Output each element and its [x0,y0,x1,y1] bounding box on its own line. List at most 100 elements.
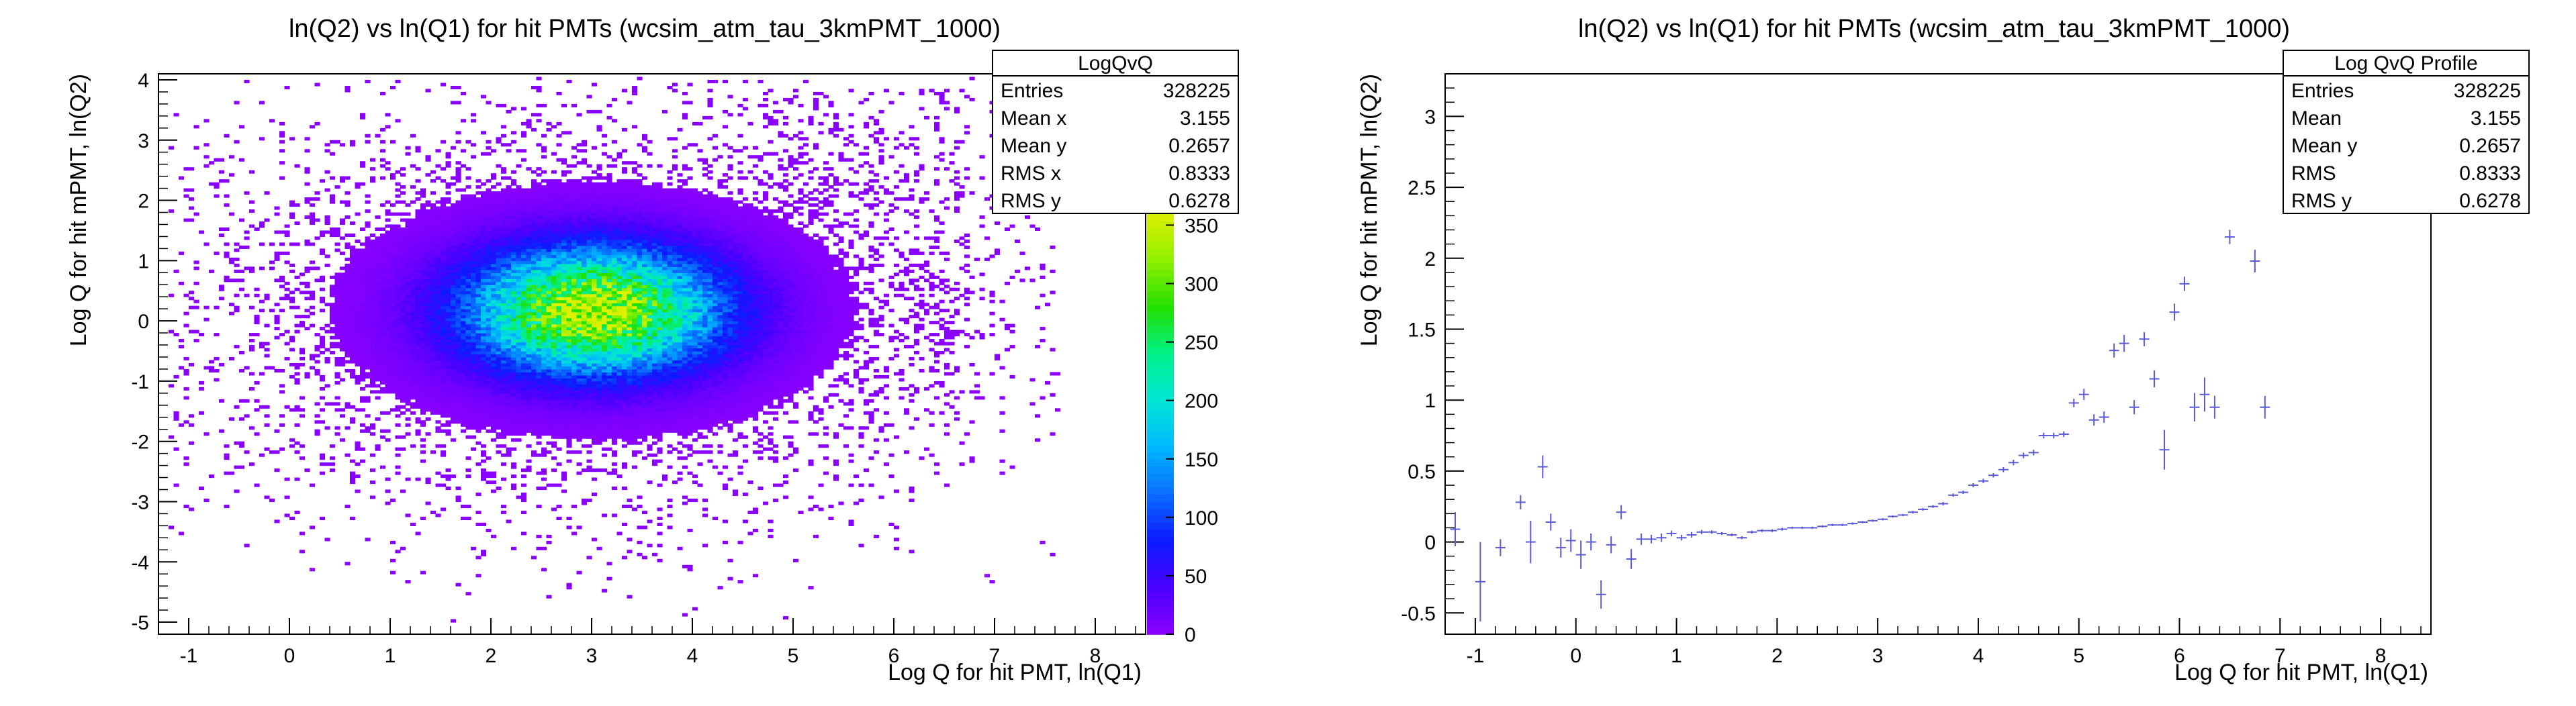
heatmap-cell [486,287,492,291]
heatmap-cell [425,432,431,436]
heatmap-cell [370,239,376,243]
heatmap-cell [571,266,578,270]
heatmap-cell [435,384,441,388]
heatmap-cell [441,315,447,319]
heatmap-cell [465,303,471,307]
heatmap-cell [435,354,441,358]
heatmap-cell [425,362,431,367]
heatmap-cell [536,85,542,90]
heatmap-cell [400,191,406,195]
heatmap-cell [481,95,487,99]
heatmap-cell [334,305,340,309]
heatmap-cell [214,158,220,162]
heatmap-cell [481,299,487,303]
heatmap-cell [420,203,426,207]
heatmap-cell [425,285,431,289]
heatmap-cell [501,429,507,433]
heatmap-cell [481,321,487,325]
heatmap-cell [340,378,346,382]
heatmap-cell [561,489,567,493]
heatmap-cell [405,275,411,279]
heatmap-cell [455,411,461,415]
heatmap-cell [400,212,406,216]
heatmap-cell [606,293,612,297]
heatmap-cell [506,197,512,201]
heatmap-cell [435,257,441,261]
heatmap-cell [259,372,265,376]
heatmap-cell [350,291,356,295]
heatmap-cell [592,381,598,385]
heatmap-cell [561,281,567,285]
heatmap-cell [471,227,477,232]
heatmap-cell [365,251,371,255]
heatmap-cell [596,399,602,403]
heatmap-cell [385,315,391,319]
heatmap-cell [461,263,467,267]
heatmap-cell [385,281,391,285]
heatmap-cell [425,227,431,232]
heatmap-cell [566,345,572,349]
heatmap-cell [334,242,340,246]
heatmap-cell [582,311,588,315]
heatmap-cell [582,360,588,364]
heatmap-cell [455,140,461,144]
heatmap-cell [511,257,517,261]
heatmap-cell [496,239,502,243]
heatmap-cell [531,215,537,219]
heatmap-cell [320,230,326,234]
heatmap-cell [340,414,346,418]
heatmap-cell [582,254,588,258]
heatmap-cell [541,191,547,195]
heatmap-cell [400,269,406,273]
heatmap-cell [536,221,542,225]
heatmap-cell [451,182,457,186]
heatmap-cell [405,356,411,361]
heatmap-cell [430,311,436,315]
heatmap-cell [596,297,602,301]
heatmap-cell [516,339,522,343]
heatmap-cell [541,269,547,273]
heatmap-cell [385,345,391,349]
heatmap-cell [501,215,507,219]
heatmap-cell [582,351,588,355]
heatmap-cell [229,417,235,421]
heatmap-cell [592,185,598,189]
heatmap-cell [385,209,391,213]
heatmap-cell [592,378,598,382]
heatmap-cell [501,285,507,289]
heatmap-cell [355,315,361,319]
heatmap-cell [596,185,602,189]
heatmap-cell [183,456,189,460]
heatmap-cell [441,399,447,403]
heatmap-cell [486,227,492,232]
heatmap-cell [516,381,522,385]
heatmap-cell [586,321,592,325]
heatmap-cell [602,411,608,415]
heatmap-cell [602,221,608,225]
heatmap-cell [455,291,461,295]
heatmap-cell [410,378,416,382]
heatmap-cell [279,279,285,283]
heatmap-cell [596,197,602,201]
heatmap-cell [566,185,572,189]
heatmap-cell [481,378,487,382]
heatmap-cell [526,309,532,313]
heatmap-cell [375,417,381,421]
heatmap-cell [556,121,562,125]
heatmap-cell [400,435,406,439]
heatmap-cell [284,233,290,238]
heatmap-cell [561,287,567,291]
heatmap-cell [566,182,572,186]
heatmap-cell [365,396,371,400]
heatmap-cell [481,360,487,364]
heatmap-cell [365,342,371,346]
heatmap-cell [385,233,391,238]
heatmap-cell [400,362,406,367]
heatmap-cell [566,429,572,433]
heatmap-cell [556,218,562,222]
heatmap-cell [320,339,326,343]
heatmap-cell [481,339,487,343]
heatmap-cell [496,426,502,430]
heatmap-cell [486,279,492,283]
heatmap-cell [501,263,507,267]
